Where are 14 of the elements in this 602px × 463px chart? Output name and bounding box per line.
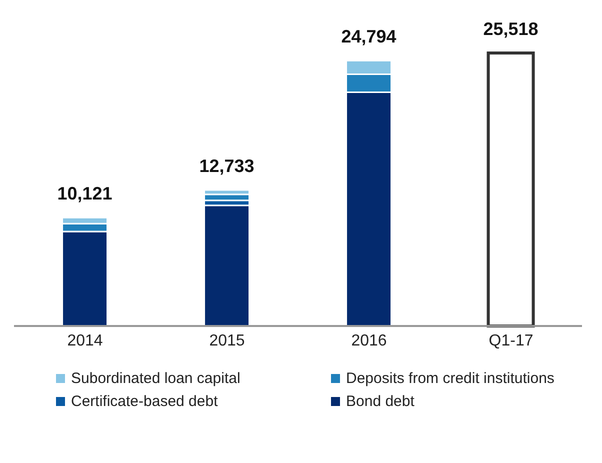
bar bbox=[486, 52, 535, 328]
x-tick-label: 2014 bbox=[67, 332, 103, 350]
text: 24,794 bbox=[341, 26, 396, 47]
legend-label: Deposits from credit institutions bbox=[346, 370, 554, 387]
x-tick-label: Q1-17 bbox=[488, 332, 534, 350]
x-tick-label: 2015 bbox=[209, 332, 245, 350]
annotation: 12,733 bbox=[199, 156, 254, 176]
legend-label: Subordinated loan capital bbox=[71, 370, 240, 387]
text: 25,518 bbox=[483, 19, 538, 39]
legend-label: Bond debt bbox=[346, 393, 414, 410]
legend-label: Certificate-based debt bbox=[71, 393, 218, 410]
annotation: 10,121 bbox=[57, 184, 112, 204]
bar bbox=[204, 204, 250, 327]
x-tick-label: 2016 bbox=[351, 332, 387, 350]
